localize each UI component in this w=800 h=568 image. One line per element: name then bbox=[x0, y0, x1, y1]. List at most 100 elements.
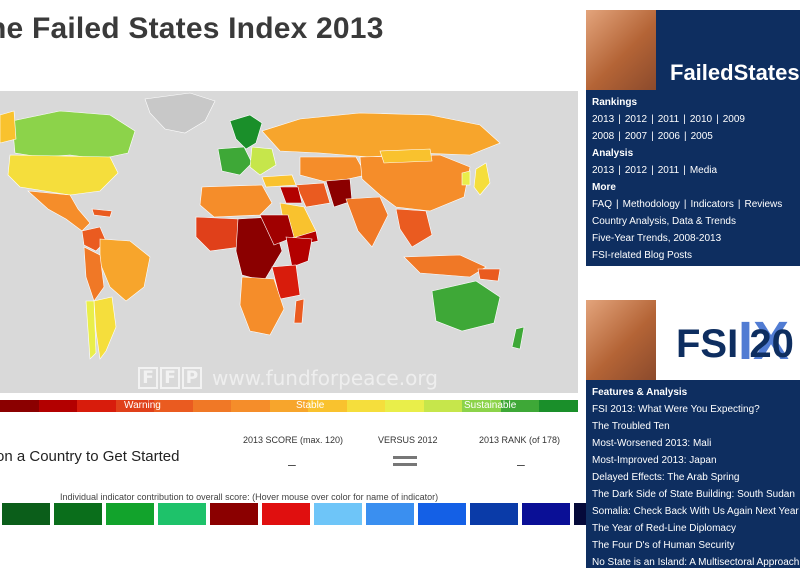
fsi-banner[interactable]: FailedStatesI bbox=[586, 10, 800, 90]
rankings-link-2011[interactable]: 2011 bbox=[657, 114, 680, 125]
banner-blue-area bbox=[656, 300, 800, 380]
canada-region[interactable] bbox=[11, 110, 136, 160]
indicator-swatch[interactable] bbox=[54, 503, 102, 525]
legend-swatch bbox=[77, 400, 116, 412]
rank-value: – bbox=[517, 456, 525, 472]
feature-link-10[interactable]: No State is an Island: A Multisectoral A… bbox=[592, 557, 800, 568]
fists-image bbox=[586, 300, 656, 380]
russia-region[interactable] bbox=[261, 112, 501, 158]
indicator-swatch[interactable] bbox=[418, 503, 466, 525]
page-title: he Failed States Index 2013 bbox=[0, 12, 384, 45]
feature-link-5[interactable]: Delayed Effects: The Arab Spring bbox=[592, 472, 740, 483]
ffp-logo: F F P bbox=[138, 367, 202, 389]
indicator-swatch[interactable] bbox=[158, 503, 206, 525]
peru-bolivia-region[interactable] bbox=[83, 246, 105, 302]
link-country-analysis[interactable]: Country Analysis, Data & Trends bbox=[592, 216, 736, 227]
indicator-swatch[interactable] bbox=[522, 503, 570, 525]
sidebar-rankings-panel: FailedStatesI Rankings 2013 | 2012 | 2011 | 20… bbox=[586, 10, 800, 266]
rankings-heading: Rankings bbox=[592, 97, 638, 108]
feature-link-9[interactable]: The Four D's of Human Security bbox=[592, 540, 735, 551]
greenland-region[interactable] bbox=[144, 92, 216, 134]
caribbean-region[interactable] bbox=[91, 208, 113, 218]
legend-swatch bbox=[500, 400, 540, 412]
legend-swatch bbox=[0, 400, 39, 412]
fsi-ix-banner[interactable]: IX FSI 20 bbox=[586, 300, 800, 380]
chile-region[interactable] bbox=[85, 300, 97, 360]
scandinavia-region[interactable] bbox=[229, 114, 263, 150]
rankings-link-2009[interactable]: 2009 bbox=[722, 114, 745, 125]
feature-link-3[interactable]: Most-Worsened 2013: Mali bbox=[592, 438, 712, 449]
western-europe-region[interactable] bbox=[217, 146, 253, 176]
fsi-ix-numeral: IX bbox=[738, 311, 790, 371]
rankings-link-2006[interactable]: 2006 bbox=[657, 131, 680, 142]
feature-link-4[interactable]: Most-Improved 2013: Japan bbox=[592, 455, 717, 466]
more-heading: More bbox=[592, 182, 616, 193]
indicator-swatch[interactable] bbox=[262, 503, 310, 525]
analysis-link-2011[interactable]: 2011 bbox=[657, 165, 680, 176]
feature-link-2[interactable]: The Troubled Ten bbox=[592, 421, 670, 432]
australia-region[interactable] bbox=[431, 280, 501, 332]
alaska-region[interactable] bbox=[0, 110, 17, 144]
argentina-region[interactable] bbox=[93, 296, 117, 360]
rankings-link-2008[interactable]: 2008 bbox=[592, 131, 615, 142]
turkey-region[interactable] bbox=[261, 174, 297, 188]
rankings-link-2013[interactable]: 2013 bbox=[592, 114, 615, 125]
more-link-methodology[interactable]: Methodology bbox=[622, 199, 680, 210]
west-africa-region[interactable] bbox=[195, 216, 241, 252]
link-blog-posts[interactable]: FSI-related Blog Posts bbox=[592, 250, 693, 261]
ffp-letter-p: P bbox=[182, 367, 202, 389]
korea-region[interactable] bbox=[461, 170, 471, 186]
southeast-asia-region[interactable] bbox=[395, 208, 433, 248]
rankings-link-2012[interactable]: 2012 bbox=[624, 114, 648, 125]
png-region[interactable] bbox=[477, 268, 501, 282]
failedstates-logo: FailedStatesI bbox=[670, 60, 800, 85]
india-region[interactable] bbox=[345, 196, 389, 248]
indonesia-region[interactable] bbox=[403, 254, 487, 278]
mongolia-region[interactable] bbox=[379, 148, 433, 164]
china-region[interactable] bbox=[359, 154, 471, 212]
more-link-faq[interactable]: FAQ bbox=[592, 199, 613, 210]
horn-africa-region[interactable] bbox=[285, 236, 313, 268]
iraq-syria-region[interactable] bbox=[279, 186, 303, 204]
feature-link-8[interactable]: The Year of Red-Line Diplomacy bbox=[592, 523, 736, 534]
madagascar-region[interactable] bbox=[293, 298, 305, 324]
world-map-graphic[interactable] bbox=[0, 91, 578, 393]
legend-swatch bbox=[192, 400, 232, 412]
rankings-link-2007[interactable]: 2007 bbox=[624, 131, 648, 142]
world-map[interactable] bbox=[0, 91, 578, 393]
sidebar-features-panel: IX FSI 20 Features & Analysis FSI 2013: … bbox=[586, 300, 800, 568]
legend-swatch bbox=[154, 400, 193, 412]
feature-link-7[interactable]: Somalia: Check Back With Us Again Next Y… bbox=[592, 506, 799, 517]
legend-label-warning: Warning bbox=[124, 400, 161, 411]
new-zealand-region[interactable] bbox=[511, 326, 525, 350]
iran-region[interactable] bbox=[295, 182, 331, 208]
indicator-swatch[interactable] bbox=[2, 503, 50, 525]
analysis-link-2012[interactable]: 2012 bbox=[624, 165, 648, 176]
indicator-swatch[interactable] bbox=[366, 503, 414, 525]
indicator-swatch[interactable] bbox=[210, 503, 258, 525]
indicator-swatch[interactable] bbox=[314, 503, 362, 525]
more-link-reviews[interactable]: Reviews bbox=[744, 199, 783, 210]
japan-region[interactable] bbox=[473, 162, 491, 196]
rankings-link-2005[interactable]: 2005 bbox=[690, 131, 713, 142]
eastern-europe-region[interactable] bbox=[249, 146, 277, 176]
analysis-link-2013[interactable]: 2013 bbox=[592, 165, 615, 176]
ffp-url-watermark: www.fundforpeace.org bbox=[212, 366, 438, 390]
link-five-year-trends[interactable]: Five-Year Trends, 2008-2013 bbox=[592, 233, 722, 244]
analysis-link-media[interactable]: Media bbox=[689, 165, 718, 176]
feature-link-6[interactable]: The Dark Side of State Building: South S… bbox=[592, 489, 795, 500]
sudan-region[interactable] bbox=[259, 214, 295, 246]
score-header: 2013 SCORE (max. 120) bbox=[243, 435, 344, 445]
southern-africa-region[interactable] bbox=[239, 276, 285, 336]
north-africa-region[interactable] bbox=[199, 184, 273, 218]
rankings-link-2010[interactable]: 2010 bbox=[689, 114, 713, 125]
rankings-row-2: 2008 | 2007 | 2006 | 2005 bbox=[592, 131, 713, 142]
more-link-indicators[interactable]: Indicators bbox=[690, 199, 734, 210]
legend-swatch bbox=[423, 400, 463, 412]
indicator-swatch[interactable] bbox=[106, 503, 154, 525]
feature-link-1[interactable]: FSI 2013: What Were You Expecting? bbox=[592, 404, 760, 415]
fsi-2013-logo: FSI 20 bbox=[676, 322, 794, 366]
mexico-region[interactable] bbox=[27, 190, 91, 232]
get-started-prompt: on a Country to Get Started bbox=[0, 448, 180, 465]
indicator-swatch[interactable] bbox=[470, 503, 518, 525]
